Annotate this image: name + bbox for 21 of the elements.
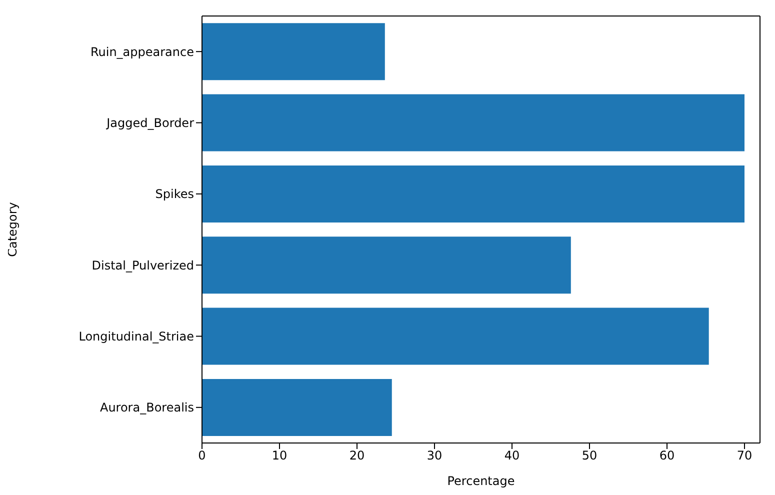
x-tick-label: 70 <box>736 448 752 463</box>
y-tick-label: Aurora_Borealis <box>100 400 194 415</box>
y-tick-label: Jagged_Border <box>106 116 194 130</box>
bar <box>202 165 744 222</box>
x-tick-label: 20 <box>349 448 365 463</box>
y-tick-label: Spikes <box>155 187 194 202</box>
x-tick-label: 60 <box>659 448 675 463</box>
bar <box>202 236 571 294</box>
x-tick-label: 0 <box>198 448 206 463</box>
x-tick-label: 10 <box>272 448 288 463</box>
x-tick-label: 30 <box>426 448 442 463</box>
bar <box>202 94 744 152</box>
bar <box>202 23 385 80</box>
bar <box>202 308 709 365</box>
x-tick-label: 40 <box>504 448 520 463</box>
y-tick-label: Distal_Pulverized <box>92 258 194 272</box>
x-tick-label: 50 <box>582 448 598 463</box>
x-axis-title: Percentage <box>447 474 515 488</box>
bar <box>202 378 392 436</box>
y-tick-label: Longitudinal_Striae <box>78 330 194 344</box>
y-tick-label: Ruin_appearance <box>90 44 194 59</box>
